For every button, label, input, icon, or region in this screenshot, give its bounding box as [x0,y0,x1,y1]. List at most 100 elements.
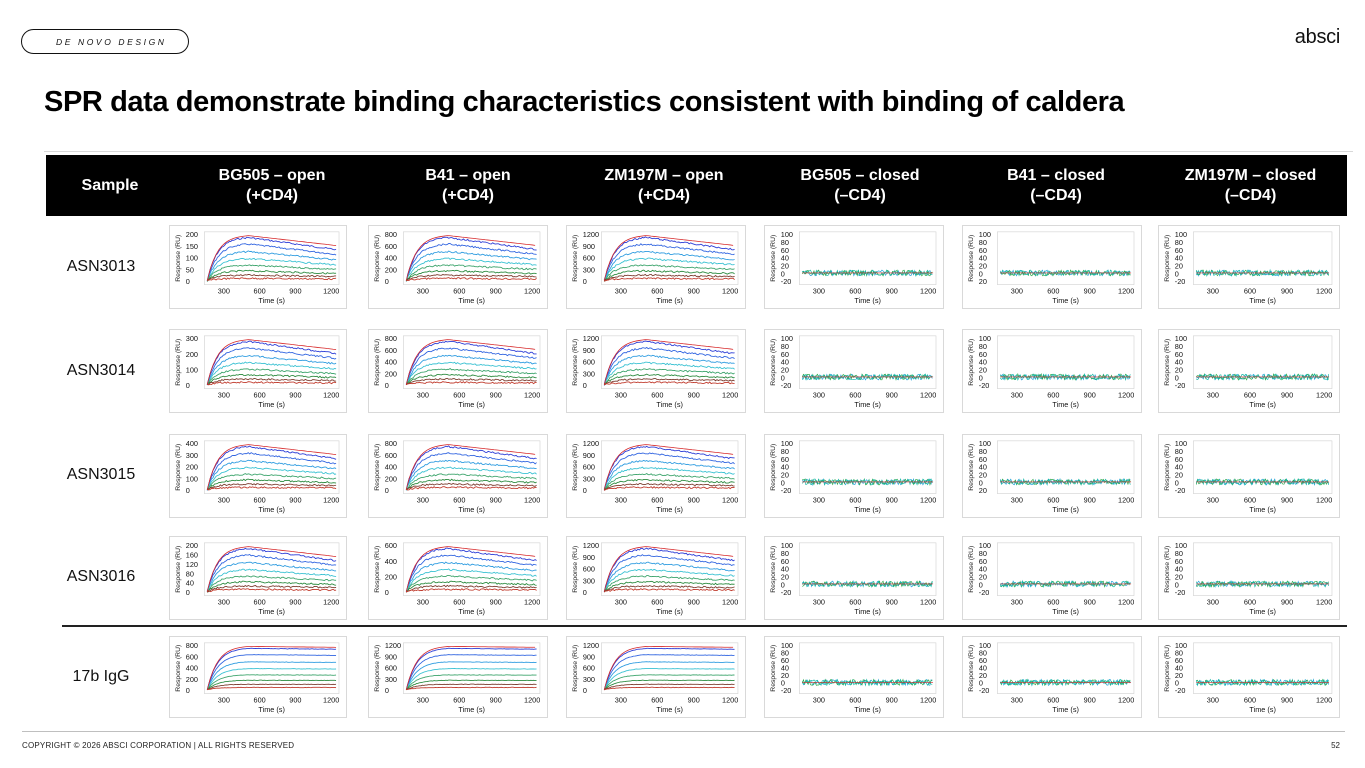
sensorgram-trace [604,588,735,592]
page-number: 52 [1331,741,1340,750]
y-tick-label: 300 [583,369,595,378]
x-axis-label: Time (s) [656,505,683,514]
x-tick-label: 1200 [1118,695,1134,704]
y-axis-label: Response (RU) [770,645,777,692]
x-tick-label: 300 [218,597,230,606]
x-axis-label: Time (s) [258,400,285,409]
y-tick-label: 80 [1175,549,1183,558]
y-tick-label: 200 [385,474,397,483]
header-col-1: BG505 – open (+CD4) [218,166,326,204]
x-tick-label: 1200 [722,695,738,704]
spr-plot: Response (RU) 1200 900 600 300 0 300 600 900 1200… [566,225,746,309]
spr-plot-svg: Response (RU) 800 600 400 200 0 300 600 900 1200 T… [374,334,540,409]
y-tick-label: 40 [781,463,789,472]
sensorgram-trace [206,257,337,281]
sensorgram-trace [603,269,735,282]
x-axis-label: Time (s) [1052,400,1079,409]
y-tick-label: 600 [385,242,397,251]
spr-plot: Response (RU) 800 600 400 200 0 300 600 900 1200 T… [368,434,548,518]
fit-line [206,339,337,385]
x-axis-label: Time (s) [458,705,484,714]
y-tick-label: 600 [583,254,595,263]
y-tick-label: 80 [781,549,789,558]
x-tick-label: 600 [453,597,465,606]
y-tick-label: 600 [385,541,397,550]
noise-trace [802,269,933,277]
sensorgram-trace [405,361,537,385]
y-axis-label: Response (RU) [770,339,777,386]
x-tick-label: 900 [886,495,898,504]
x-tick-label: 300 [615,695,627,704]
y-tick-label: 300 [583,675,595,684]
x-tick-label: 900 [1281,286,1293,295]
y-axis-label: Response (RU) [770,546,777,593]
sensorgram-trace [603,273,735,281]
sensorgram-trace [406,588,537,593]
y-tick-label: 200 [186,230,198,239]
y-tick-label: 100 [186,365,198,374]
y-axis-label: Response (RU) [770,444,777,491]
x-tick-label: 600 [849,597,861,606]
spr-plot-svg: Response (RU) 400 300 200 100 0 300 600 900 1200 T… [175,439,339,514]
y-axis-label: Response (RU) [1164,645,1171,692]
plot-area [1193,231,1333,285]
y-tick-label: 20 [1175,470,1183,479]
y-tick-label: 300 [186,334,198,343]
plot-area [997,642,1135,694]
plot-traces [999,372,1132,382]
x-tick-label: 900 [289,286,301,295]
footer-copyright: COPYRIGHT © 2026 ABSCI CORPORATION | ALL… [22,741,295,750]
sensorgram-trace [406,683,537,690]
x-axis-label: Time (s) [258,296,285,305]
x-tick-label: 300 [813,695,825,704]
spr-plot: Response (RU) 100 80 60 40 20 0 -20 300 600 900 120… [962,636,1142,718]
sensorgram-trace [206,647,337,690]
x-tick-label: 600 [1244,495,1256,504]
sensorgram-trace [207,478,337,490]
plot-traces [801,373,934,381]
x-tick-label: 300 [1011,695,1023,704]
x-tick-label: 900 [688,597,700,606]
fit-line [405,444,536,490]
y-tick-label: 100 [979,230,991,239]
x-tick-label: 600 [254,286,266,295]
x-tick-label: 1200 [722,390,738,399]
y-tick-label: 80 [979,238,987,247]
noise-trace [999,678,1131,687]
plot-traces [206,444,337,491]
x-axis-label: Time (s) [458,296,485,305]
y-tick-label: 300 [583,265,595,274]
sensorgram-trace [207,277,337,281]
sensorgram-trace [604,686,735,691]
x-tick-label: 600 [1047,286,1059,295]
x-tick-label: 1200 [722,495,738,504]
sensorgram-trace [405,568,537,593]
x-tick-label: 900 [289,597,301,606]
y-tick-label: 0 [781,269,785,278]
y-tick-label: 0 [781,478,785,487]
y-tick-label: 0 [979,269,983,278]
y-tick-label: 100 [1175,230,1187,239]
y-tick-label: 900 [583,652,595,661]
plot-area [799,440,937,494]
fit-line [405,546,536,592]
y-tick-label: 60 [1175,557,1183,566]
x-tick-label: 600 [254,597,266,606]
sensorgram-trace [206,236,337,281]
x-tick-label: 900 [688,695,700,704]
row-label-asn3014: ASN3014 [66,362,136,379]
y-tick-label: 40 [1175,565,1183,574]
y-tick-label: 1200 [583,334,599,343]
y-tick-label: 80 [186,569,194,578]
x-tick-label: 900 [1084,597,1096,606]
spr-plot: Response (RU) 100 80 60 40 20 0 -20 300 600 900 120… [962,329,1142,413]
plot-area [997,335,1135,389]
y-tick-label: 0 [1175,269,1179,278]
y-tick-label: 60 [979,246,987,255]
sensorgram-trace [405,647,537,690]
x-axis-label: Time (s) [258,505,285,514]
y-tick-label: 0 [979,373,983,382]
y-tick-label: 40 [1175,254,1183,263]
y-tick-label: 800 [186,641,198,650]
